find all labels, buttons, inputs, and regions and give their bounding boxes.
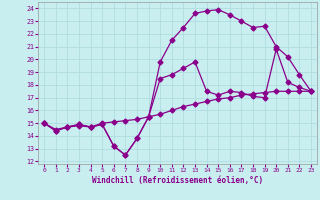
X-axis label: Windchill (Refroidissement éolien,°C): Windchill (Refroidissement éolien,°C) — [92, 176, 263, 185]
